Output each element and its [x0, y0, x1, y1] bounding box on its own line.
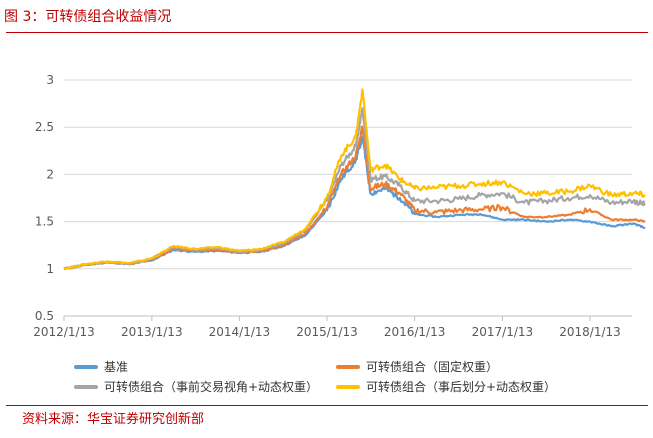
x-tick-label: 2013/1/13	[121, 325, 183, 339]
x-tick-label: 2014/1/13	[209, 325, 271, 339]
legend-label: 可转债组合（事前交易视角+动态权重）	[104, 380, 319, 394]
legend-item: 可转债组合（固定权重）	[336, 358, 498, 375]
chart-legend: 基准 可转债组合（固定权重） 可转债组合（事前交易视角+动态权重） 可转债组合（…	[74, 354, 644, 394]
legend-swatch	[74, 384, 98, 389]
x-tick-label: 2015/1/13	[296, 325, 358, 339]
x-tick-label: 2018/1/13	[559, 325, 621, 339]
x-tick-label: 2012/1/13	[33, 325, 95, 339]
series-line	[63, 88, 646, 271]
legend-label: 可转债组合（固定权重）	[366, 360, 499, 374]
legend-item: 基准	[74, 358, 128, 375]
y-tick-label: 3	[46, 73, 54, 87]
series-line	[63, 107, 646, 270]
series-line	[63, 125, 646, 270]
legend-label: 可转债组合（事后划分+动态权重）	[366, 380, 557, 394]
title-bar	[6, 4, 648, 33]
y-tick-label: 0.5	[35, 309, 54, 323]
source-divider	[6, 405, 648, 406]
y-tick-label: 1	[46, 262, 54, 276]
x-tick-label: 2017/1/13	[472, 325, 534, 339]
figure-title: 图 3：可转债组合收益情况	[4, 9, 172, 25]
legend-item: 可转债组合（事后划分+动态权重）	[336, 378, 556, 395]
y-tick-label: 1.5	[35, 215, 54, 229]
legend-item: 可转债组合（事前交易视角+动态权重）	[74, 378, 318, 395]
legend-swatch	[336, 384, 360, 389]
source-note: 资料来源：华宝证券研究创新部	[22, 412, 205, 427]
x-tick-label: 2016/1/13	[384, 325, 446, 339]
legend-swatch	[336, 364, 360, 369]
legend-swatch	[74, 364, 98, 369]
legend-label: 基准	[104, 360, 129, 374]
y-tick-label: 2	[46, 167, 54, 181]
y-tick-label: 2.5	[35, 120, 54, 134]
